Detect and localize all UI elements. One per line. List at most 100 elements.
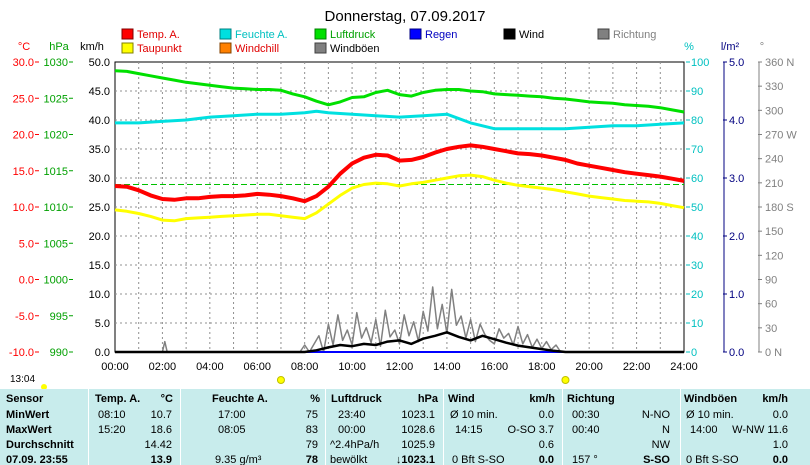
avg-temp-value: 14.42 (144, 439, 172, 451)
tick-label-temp: 10.0 (13, 202, 34, 214)
row-current-label: 07.09. 23:55 (6, 454, 68, 465)
tick-label-wind: 35.0 (89, 144, 110, 156)
current-temp-value: 13.9 (150, 454, 172, 465)
tick-label-direction: 210 (765, 178, 783, 190)
max-gusts-value: W-NW 11.6 (732, 424, 788, 436)
x-tick-label: 06:00 (243, 361, 271, 373)
axis-title-direction: ° (760, 41, 764, 53)
header-wind-unit: km/h (529, 393, 555, 405)
max-temp-time: 15:20 (98, 424, 126, 436)
sun-marker-icon (276, 376, 285, 384)
max-wind-time: 14:15 (455, 424, 483, 436)
current-wind-value: 0.0 (538, 454, 554, 465)
current-direction-value: S-SO (643, 454, 670, 465)
min-gusts-time: Ø 10 min. (686, 409, 734, 421)
chart-title: Donnerstag, 07.09.2017 (325, 8, 486, 25)
tick-label-temp: 25.0 (13, 93, 34, 105)
series-line-luftdruck (114, 69, 685, 114)
axis-title-wind: km/h (80, 41, 104, 53)
current-wind-beaufort: 0 Bft S-SO (452, 454, 505, 465)
avg-gusts-value: 1.0 (772, 439, 788, 451)
tick-label-humidity: 0 (691, 347, 697, 359)
current-time-marker-icon (41, 384, 47, 389)
row-max-label: MaxWert (6, 424, 52, 436)
x-tick-label: 14:00 (433, 361, 461, 373)
sun-marker-icon (561, 376, 570, 384)
tick-label-wind: 50.0 (89, 57, 110, 69)
tick-label-direction: 120 (765, 250, 783, 262)
x-tick-label: 24:00 (670, 361, 698, 373)
current-weather-state: bewölkt (330, 454, 368, 465)
max-humidity-value: 83 (305, 424, 318, 436)
time-bar (0, 372, 810, 389)
x-tick-label: 20:00 (575, 361, 603, 373)
legend-label: Feuchte A. (235, 29, 288, 41)
legend-swatch (219, 42, 232, 54)
tick-label-rain: 5.0 (729, 57, 744, 69)
tick-label-pressure: 990 (50, 347, 68, 359)
series-line-taupunkt (114, 173, 685, 223)
series-line-wind (115, 331, 684, 354)
tick-label-rain: 4.0 (729, 115, 744, 127)
min-gusts-value: 0.0 (772, 409, 788, 421)
tick-label-pressure: 995 (50, 311, 68, 323)
max-pressure-value: 1028.6 (401, 424, 435, 436)
axis-title-rain: l/m² (721, 41, 740, 53)
tick-label-rain: 2.0 (729, 231, 744, 243)
max-direction-value: N (662, 424, 670, 436)
tick-label-direction: 30 (765, 323, 777, 335)
tick-label-pressure: 1015 (44, 166, 68, 178)
current-direction-degrees: 157 ° (572, 454, 598, 465)
tick-label-direction: 240 (765, 154, 783, 166)
x-tick-label: 04:00 (196, 361, 224, 373)
tick-label-humidity: 40 (691, 231, 703, 243)
row-average-label: Durchschnitt (6, 439, 74, 451)
tick-label-direction: 270 W (765, 130, 797, 142)
current-pressure-value: ↓1023.1 (395, 454, 435, 465)
header-direction: Richtung (567, 393, 615, 405)
tick-label-wind: 10.0 (89, 289, 110, 301)
weather-chart: Donnerstag, 07.09.2017 Temp. A. Feuchte A.… (0, 8, 810, 389)
legend-swatch (121, 28, 134, 40)
axis-title-humidity: % (684, 41, 694, 53)
avg-pressure-value: 1025.9 (401, 439, 435, 451)
min-temp-value: 10.7 (150, 409, 172, 421)
series-line-temp-a- (114, 143, 685, 204)
header-sensor: Sensor (6, 393, 44, 405)
min-direction-time: 00:30 (572, 409, 600, 421)
header-temp-unit: °C (160, 393, 173, 405)
tick-label-pressure: 1030 (44, 57, 68, 69)
tick-label-temp: 20.0 (13, 130, 34, 142)
max-gusts-time: 14:00 (690, 424, 718, 436)
tick-label-humidity: 30 (691, 260, 703, 272)
tick-label-humidity: 20 (691, 289, 703, 301)
series-line-windb-en (115, 286, 684, 353)
legend-label: Windböen (330, 43, 380, 55)
header-humidity: Feuchte A. (212, 393, 268, 405)
tick-label-pressure: 1000 (44, 275, 68, 287)
tick-label-wind: 5.0 (95, 318, 110, 330)
tick-label-pressure: 1005 (44, 238, 68, 250)
legend-swatch (314, 42, 327, 54)
min-wind-value: 0.0 (538, 409, 554, 421)
current-humidity-value: 78 (305, 454, 318, 465)
tick-label-humidity: 100 (691, 57, 709, 69)
tick-label-direction: 90 (765, 275, 777, 287)
tick-label-wind: 0.0 (95, 347, 110, 359)
tick-label-temp: 5.0 (19, 238, 34, 250)
current-gusts-value: 0.0 (772, 454, 788, 465)
header-temp: Temp. A. (95, 393, 141, 405)
series-line-feuchte-a- (115, 109, 685, 131)
tick-label-humidity: 90 (691, 86, 703, 98)
min-humidity-value: 75 (305, 409, 318, 421)
x-tick-label: 00:00 (101, 361, 129, 373)
tick-label-direction: 360 N (765, 57, 794, 69)
avg-wind-value: 0.6 (538, 439, 554, 451)
tick-label-temp: -5.0 (15, 311, 34, 323)
tick-label-wind: 40.0 (89, 115, 110, 127)
tick-label-rain: 3.0 (729, 173, 744, 185)
avg-pressure-trend: ^2.4hPa/h (330, 439, 380, 451)
tick-label-temp: 30.0 (13, 57, 34, 69)
x-tick-label: 16:00 (481, 361, 509, 373)
current-humidity-absolute: 9.35 g/m³ (215, 454, 262, 465)
